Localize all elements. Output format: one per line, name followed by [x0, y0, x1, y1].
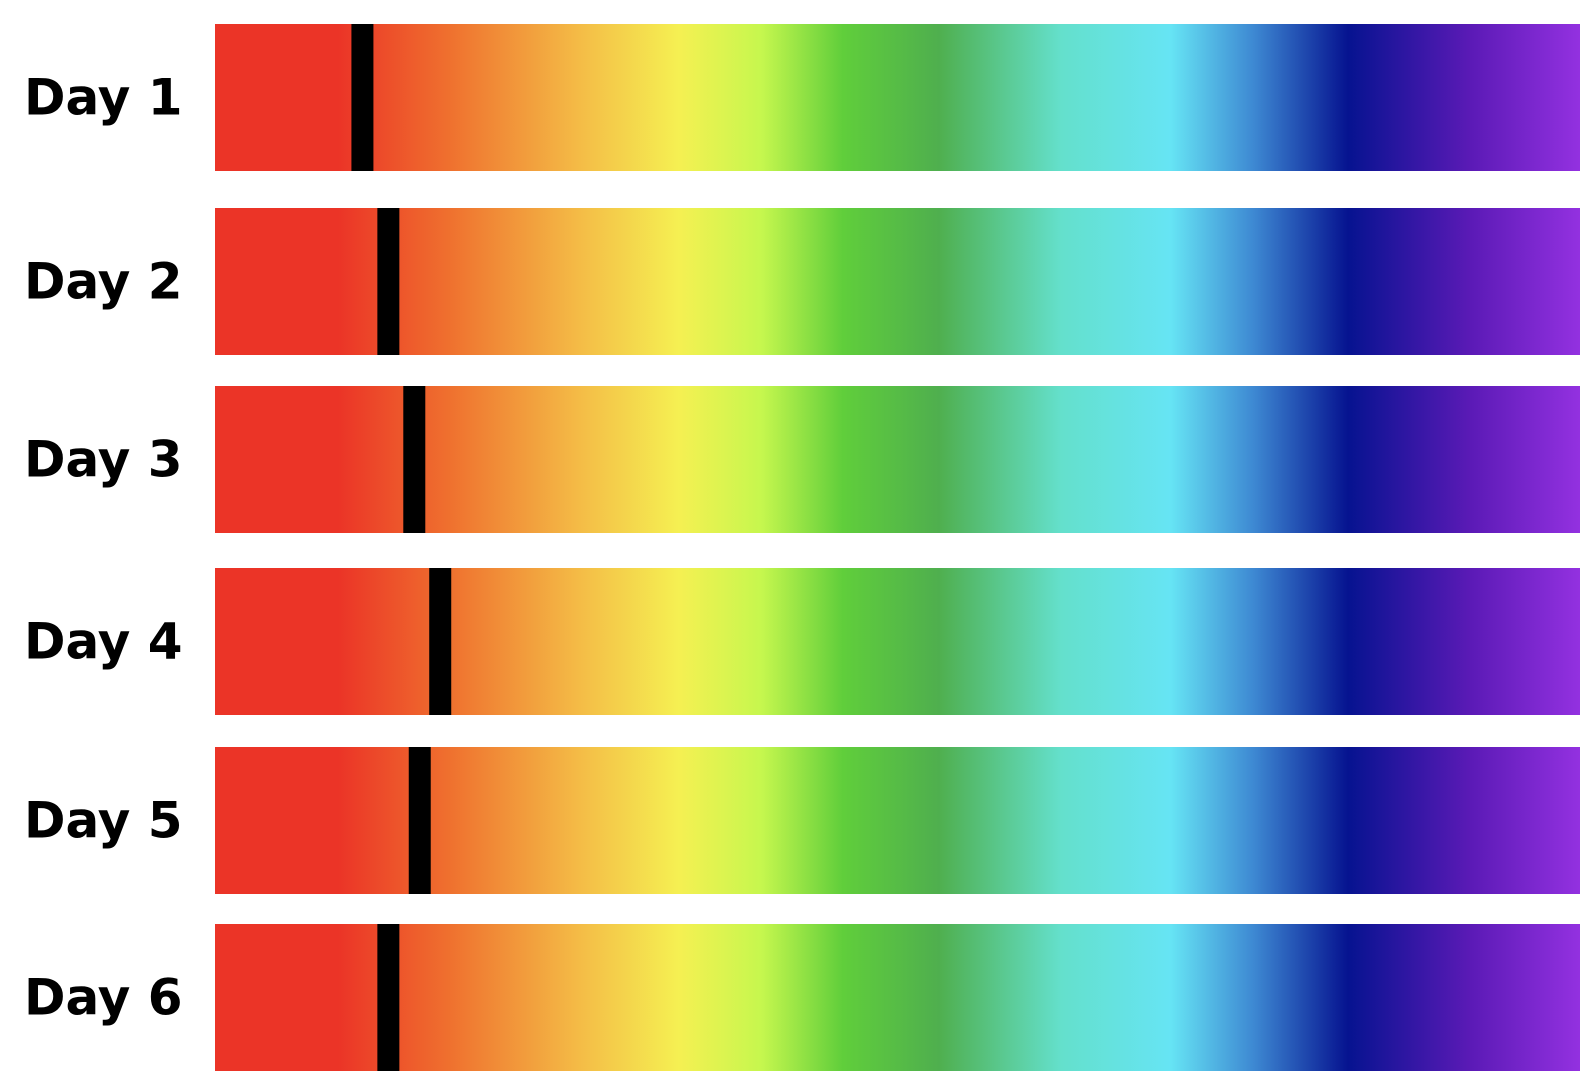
marker-day-3 — [403, 386, 426, 533]
marker-day-1 — [351, 24, 374, 171]
marker-day-2 — [377, 208, 400, 355]
gradient-bar-day-1 — [215, 24, 1580, 171]
gradient-bar-day-6 — [215, 924, 1580, 1071]
label-day-1: Day 1 — [24, 69, 183, 127]
gradient-bar-day-3 — [215, 386, 1580, 533]
gradient-bars — [215, 24, 1580, 1071]
label-day-2: Day 2 — [24, 253, 183, 311]
label-day-4: Day 4 — [24, 613, 183, 671]
marker-day-5 — [408, 747, 431, 894]
gradient-bar-day-4 — [215, 568, 1580, 715]
label-day-3: Day 3 — [24, 431, 183, 489]
label-day-5: Day 5 — [24, 792, 183, 850]
gradient-bar-day-5 — [215, 747, 1580, 894]
gradient-bar-day-2 — [215, 208, 1580, 355]
label-day-6: Day 6 — [24, 969, 183, 1027]
marker-day-4 — [429, 568, 452, 715]
day-markers — [351, 24, 452, 1071]
marker-day-6 — [377, 924, 400, 1071]
day-labels: Day 1 Day 2 Day 3 Day 4 Day 5 Day 6 — [24, 69, 183, 1027]
